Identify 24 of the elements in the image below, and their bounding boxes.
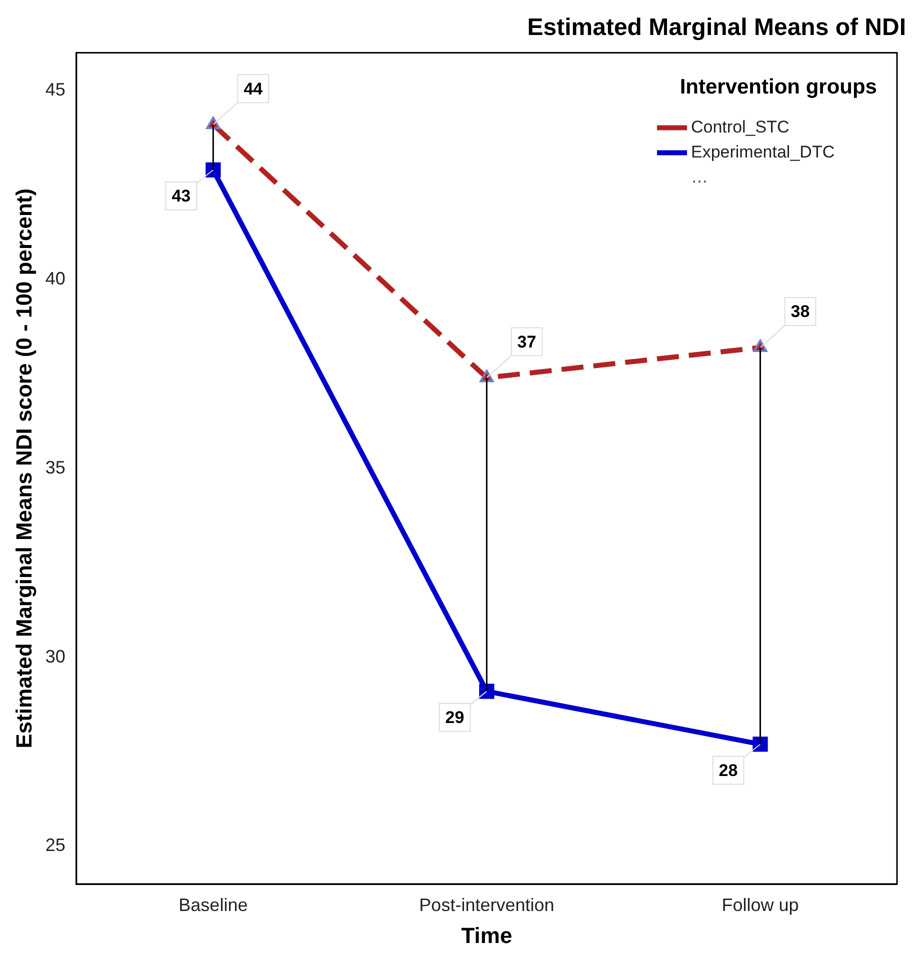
data-label: 28 [718, 760, 738, 780]
legend-label: Control_STC [691, 117, 790, 136]
point [752, 736, 768, 752]
y-tick-label: 35 [45, 457, 66, 478]
data-label: 37 [517, 332, 536, 352]
y-tick-label: 30 [45, 646, 66, 666]
data-label: 38 [790, 302, 810, 322]
x-axis-title: Time [461, 922, 512, 948]
y-tick-label: 40 [45, 268, 66, 288]
y-tick-label: 25 [45, 835, 66, 856]
data-label: 29 [445, 708, 464, 727]
x-tick-label: Follow up [722, 894, 799, 915]
data-label: 43 [172, 186, 191, 206]
legend-title: Intervention groups [680, 76, 877, 99]
x-tick-label: Baseline [178, 894, 248, 915]
point [206, 162, 221, 178]
data-label: 44 [244, 79, 264, 98]
chart-title: Estimated Marginal Means of NDI [527, 14, 906, 42]
y-tick-label: 45 [45, 80, 66, 100]
annotation: … [691, 167, 708, 186]
y-axis-title: Estimated Marginal Means NDI score (0 - 100 percent) [11, 188, 36, 748]
legend-label: Experimental_DTC [691, 142, 835, 162]
x-tick-label: Post-intervention [419, 894, 554, 915]
point [479, 684, 494, 699]
